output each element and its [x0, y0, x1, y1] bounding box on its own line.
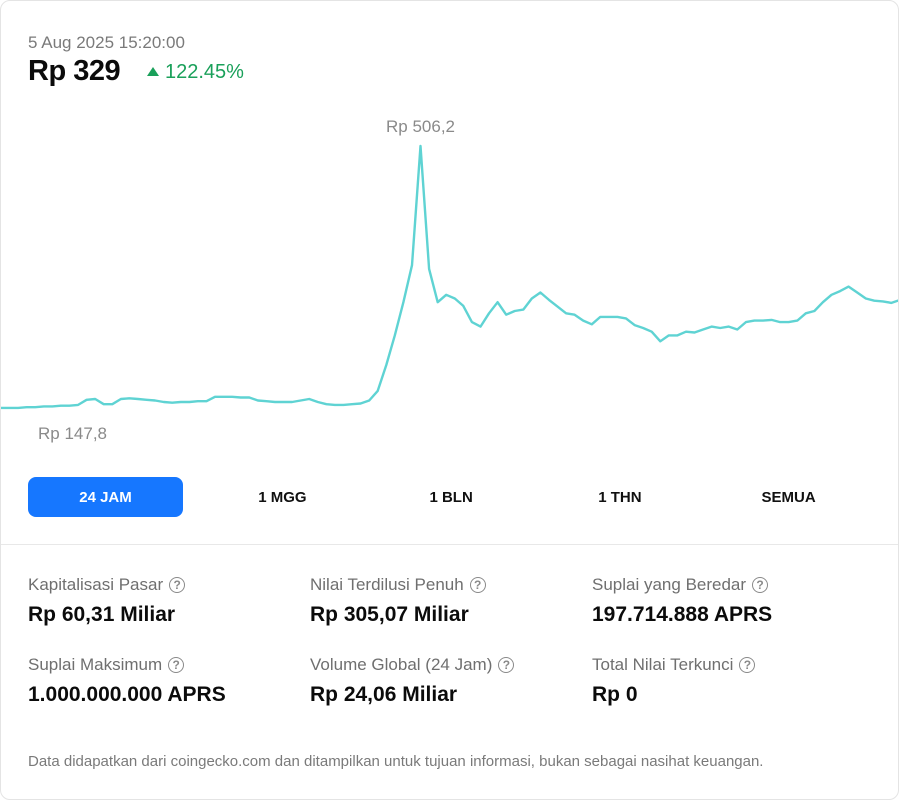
tab-24-jam[interactable]: 24 JAM	[28, 477, 183, 517]
chart-min-label: Rp 147,8	[38, 424, 107, 443]
price-change: 122.45%	[147, 61, 244, 84]
stat-total-value-locked: Total Nilai Terkunci? Rp 0	[592, 653, 874, 707]
stat-max-supply: Suplai Maksimum? 1.000.000.000 APRS	[28, 653, 310, 707]
market-stats: Kapitalisasi Pasar? Rp 60,31 Miliar Nila…	[28, 573, 878, 707]
price-change-value: 122.45%	[165, 61, 244, 83]
stat-label: Kapitalisasi Pasar	[28, 575, 164, 594]
stat-label: Suplai yang Beredar	[592, 575, 747, 594]
help-icon[interactable]: ?	[752, 577, 769, 593]
price-series-line	[1, 144, 898, 410]
stat-label: Nilai Terdilusi Penuh	[310, 575, 464, 594]
tab-1-mgg[interactable]: 1 MGG	[258, 488, 307, 506]
stat-label: Total Nilai Terkunci	[592, 655, 734, 674]
price-chart: Rp 506,2 Rp 147,8	[1, 117, 898, 443]
help-icon[interactable]: ?	[739, 657, 756, 673]
stat-fully-diluted: Nilai Terdilusi Penuh? Rp 305,07 Miliar	[310, 573, 592, 627]
tab-1-bln[interactable]: 1 BLN	[429, 488, 473, 506]
stat-value: 197.714.888 APRS	[592, 603, 773, 626]
up-triangle-icon	[147, 67, 159, 76]
chart-max-label: Rp 506,2	[386, 117, 455, 136]
stat-market-cap: Kapitalisasi Pasar? Rp 60,31 Miliar	[28, 573, 310, 627]
stat-value: Rp 305,07 Miliar	[310, 603, 469, 626]
stat-value: Rp 60,31 Miliar	[28, 603, 176, 626]
help-icon[interactable]: ?	[498, 657, 515, 673]
current-price: Rp 329	[28, 55, 121, 87]
help-icon[interactable]: ?	[168, 657, 185, 673]
help-icon[interactable]: ?	[469, 577, 486, 593]
time-range-tabs: 24 JAM 1 MGG 1 BLN 1 THN SEMUA	[28, 477, 873, 517]
divider	[1, 544, 898, 545]
stat-value: 1.000.000.000 APRS	[28, 683, 226, 706]
stat-value: Rp 0	[592, 683, 638, 706]
tab-semua[interactable]: SEMUA	[761, 488, 816, 506]
stat-label: Volume Global (24 Jam)	[310, 655, 493, 674]
tab-1-thn[interactable]: 1 THN	[598, 488, 642, 506]
stat-label: Suplai Maksimum	[28, 655, 163, 674]
help-icon[interactable]: ?	[169, 577, 186, 593]
stat-circulating-supply: Suplai yang Beredar? 197.714.888 APRS	[592, 573, 874, 627]
stat-global-volume: Volume Global (24 Jam)? Rp 24,06 Miliar	[310, 653, 592, 707]
disclaimer: Data didapatkan dari coingecko.com dan d…	[28, 753, 764, 770]
stat-value: Rp 24,06 Miliar	[310, 683, 458, 706]
timestamp: 5 Aug 2025 15:20:00	[28, 33, 185, 52]
